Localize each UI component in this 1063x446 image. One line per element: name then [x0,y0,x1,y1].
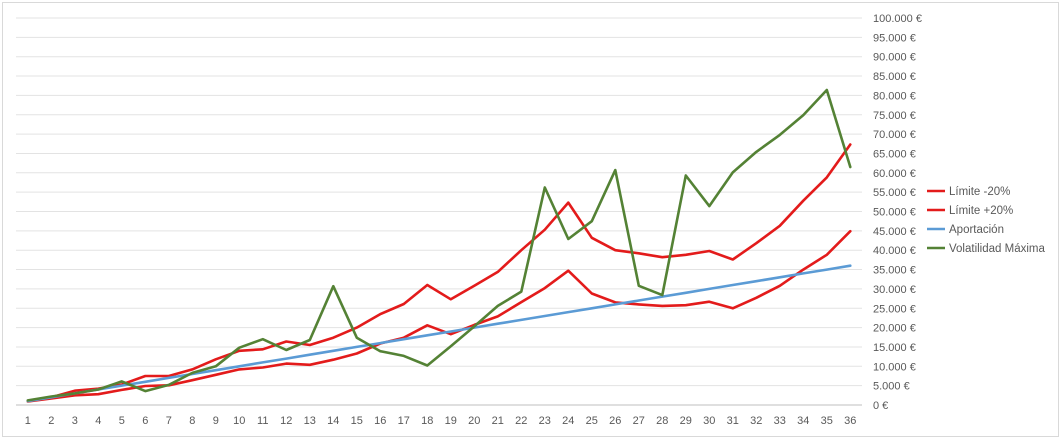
legend: Límite -20% Límite +20% Aportación Volatili… [927,186,1045,255]
x-tick-label: 24 [562,415,574,427]
x-tick-label: 18 [421,415,433,427]
x-tick-label: 4 [95,415,101,427]
legend-item: Límite -20% [927,186,1010,198]
series-line [26,143,852,403]
x-tick-label: 10 [233,415,245,427]
x-tick-label: 11 [257,415,268,427]
x-tick-label: 23 [539,415,551,427]
x-tick-label: 22 [515,415,527,427]
x-tick-label: 1 [25,415,31,427]
x-tick-label: 20 [468,415,480,427]
x-tick-label: 32 [750,415,762,427]
x-tick-label: 2 [48,415,54,427]
x-tick-label: 7 [166,415,172,427]
y-tick-label: 40.000 € [873,245,916,257]
y-tick-label: 100.000 € [873,13,922,25]
gridlines [16,17,862,406]
x-axis-ticks: 1 2 3 4 5 6 7 8 9 10 11 12 13 14 15 16 17 18 19 20 21 22 23 24 2… [25,415,857,427]
x-tick-label: 9 [213,415,219,427]
y-tick-label: 30.000 € [873,284,916,296]
legend-label: Aportación [949,224,1004,236]
y-tick-label: 90.000 € [873,52,916,64]
y-tick-label: 75.000 € [873,110,916,122]
x-tick-label: 16 [374,415,386,427]
x-tick-label: 25 [586,415,598,427]
y-tick-label: 95.000 € [873,32,916,44]
y-tick-label: 10.000 € [873,361,916,373]
x-tick-label: 35 [821,415,833,427]
y-tick-label: 15.000 € [873,342,916,354]
series-lines [26,88,852,403]
x-tick-label: 19 [445,415,457,427]
x-tick-label: 12 [280,415,292,427]
x-tick-label: 30 [703,415,715,427]
series-3 [26,88,852,402]
y-tick-label: 60.000 € [873,168,916,180]
x-tick-label: 21 [492,415,504,427]
y-tick-label: 50.000 € [873,207,916,219]
x-tick-label: 3 [72,415,78,427]
y-tick-label: 45.000 € [873,226,916,238]
y-tick-label: 0 € [873,400,888,412]
x-tick-label: 36 [844,415,856,427]
y-tick-label: 55.000 € [873,187,916,199]
x-tick-label: 34 [797,415,809,427]
x-tick-label: 14 [327,415,339,427]
y-tick-label: 70.000 € [873,129,916,141]
y-axis-ticks: 0 € 5.000 € 10.000 € 15.000 € 20.000 € 25.000… [873,13,922,412]
y-tick-label: 80.000 € [873,90,916,102]
x-tick-label: 28 [656,415,668,427]
x-tick-label: 27 [633,415,645,427]
y-tick-label: 85.000 € [873,71,916,83]
x-tick-label: 8 [189,415,195,427]
x-tick-label: 5 [119,415,125,427]
x-tick-label: 17 [398,415,410,427]
y-tick-label: 5.000 € [873,381,910,393]
legend-label: Límite -20% [949,186,1010,198]
x-tick-label: 13 [304,415,316,427]
x-tick-label: 15 [351,415,363,427]
series-2 [26,264,852,403]
x-tick-label: 29 [680,415,692,427]
legend-label: Volatilidad Máxima [949,243,1045,255]
y-tick-label: 35.000 € [873,265,916,277]
series-line [26,264,852,403]
x-tick-label: 6 [142,415,148,427]
y-tick-label: 25.000 € [873,303,916,315]
y-tick-label: 20.000 € [873,323,916,335]
x-tick-label: 26 [609,415,621,427]
legend-label: Límite +20% [949,205,1013,217]
series-line [26,88,852,402]
series-0 [26,143,852,403]
x-tick-label: 33 [774,415,786,427]
legend-item: Volatilidad Máxima [927,243,1045,255]
x-tick-label: 31 [727,415,739,427]
y-tick-label: 65.000 € [873,148,916,160]
legend-item: Límite +20% [927,205,1013,217]
legend-item: Aportación [927,224,1004,236]
